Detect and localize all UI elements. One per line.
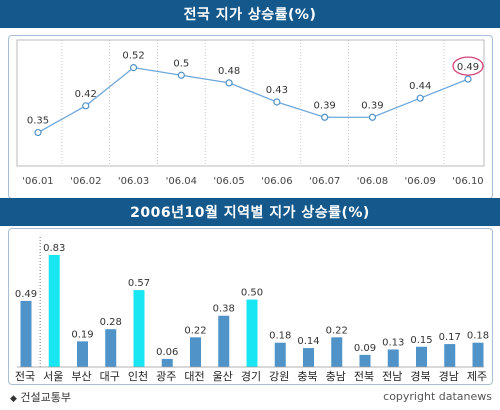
x-tick-label: '06.09 [405,176,436,187]
bar-value-label: 0.18 [269,331,291,342]
bar [387,349,399,367]
line-chart-panel: 0.35 0.42 0.52 0.5 0.48 0.43 0.39 0.39 0.44 0.49 '… [8,35,493,199]
data-point [368,113,377,121]
bar [472,342,484,367]
bar-category-label: 서울 [43,370,64,383]
data-point [177,71,185,79]
bar [77,341,88,367]
value-label: 0.49 [457,62,479,73]
bar-category-label: 전남 [382,370,403,383]
bar-category-label: 광주 [156,370,177,383]
data-point [34,128,42,137]
bar-category-label: 전북 [353,370,375,383]
bar-value-label: 0.57 [128,278,150,289]
x-tick-label: '06.08 [357,176,388,187]
x-tick-label: '06.02 [70,176,101,187]
bar-value-label: 0.22 [184,325,206,336]
source-label: 건설교통부 [20,391,72,404]
data-point [464,75,472,83]
series-line [37,66,469,134]
bar-value-label: 0.22 [326,325,348,336]
line-chart: 0.35 0.42 0.52 0.5 0.48 0.43 0.39 0.39 0.44 0.49 '… [16,39,485,187]
bar [218,315,230,367]
bar-value-label: 0.06 [156,347,178,358]
bar-category-label: 경북 [410,370,431,383]
bar-category-label: 전국 [14,370,36,383]
bar [133,290,145,367]
bar-category-label: 경기 [240,370,262,383]
bar-value-label: 0.19 [71,329,93,340]
x-tick-label: '06.05 [213,176,244,187]
copyright-credit: copyright datanews [383,390,492,403]
data-point [129,64,138,72]
data-point [416,94,424,102]
value-label: 0.52 [122,51,144,62]
bar [161,358,173,367]
line-plot-area [16,39,485,167]
bar-category-label: 부산 [71,370,92,383]
x-tick-label: '06.03 [118,176,149,187]
value-label: 0.39 [361,100,383,111]
bar-category-label: 대구 [99,370,120,383]
bar-category-label: 충남 [325,370,346,383]
bar-category-label: 울산 [212,370,233,383]
bar-value-label: 0.13 [382,337,404,348]
value-label: 0.44 [409,81,431,92]
source-note: ◆ 건설교통부 [10,389,71,405]
bar [48,255,60,367]
value-label: 0.43 [266,85,288,96]
bar-value-label: 0.50 [241,288,263,299]
bar [359,354,371,367]
data-point [273,98,281,106]
value-label: 0.42 [75,89,97,100]
bar-value-label: 0.49 [15,289,37,300]
bar [416,346,427,367]
x-tick-label: '06.07 [309,176,340,187]
highlight-ring [452,56,484,76]
diamond-icon: ◆ [10,394,17,404]
bar [331,337,343,367]
value-label: 0.39 [314,100,336,111]
bar [444,344,456,367]
bar [20,300,32,367]
value-label: 0.35 [27,116,49,127]
bar-chart-panel: 0.49 0.83 0.19 0.28 0.57 0.06 0.22 0.38 0.50 0.18… [8,228,493,385]
bar [246,299,258,367]
line-chart-title: 전국 지가 상승률(%) [0,0,500,28]
data-point [82,102,90,110]
bar-chart: 0.49 0.83 0.19 0.28 0.57 0.06 0.22 0.38 0.50 0.18… [15,237,489,368]
bar [190,337,201,367]
x-tick-label: '06.01 [22,176,53,187]
bar-value-label: 0.28 [100,317,122,328]
bar [105,329,117,367]
bar-value-label: 0.17 [439,332,461,343]
bar [274,342,286,367]
bar-value-label: 0.09 [354,343,376,354]
x-tick-label: '06.06 [261,176,292,187]
value-label: 0.5 [173,58,189,69]
bar-category-label: 인천 [127,370,149,383]
bar-category-label: 대전 [184,370,205,383]
bar-value-label: 0.38 [213,304,235,315]
data-point [321,113,329,121]
x-tick-label: '06.10 [452,176,483,187]
x-tick-label: '06.04 [166,176,197,187]
data-point [225,79,233,87]
bar [303,348,314,367]
value-label: 0.48 [218,66,240,77]
bar-chart-title: 2006년10월 지역별 지가 상승률(%) [0,198,500,226]
bar-category-label: 강원 [269,370,290,383]
bar-category-label: 경남 [438,370,459,383]
bar-category-label: 충북 [297,370,318,383]
bar-value-label: 0.83 [43,243,65,254]
bar-value-label: 0.14 [297,336,319,347]
bar-category-label: 제주 [466,370,488,383]
bar-value-label: 0.18 [467,331,489,342]
bar-value-label: 0.15 [410,335,432,346]
